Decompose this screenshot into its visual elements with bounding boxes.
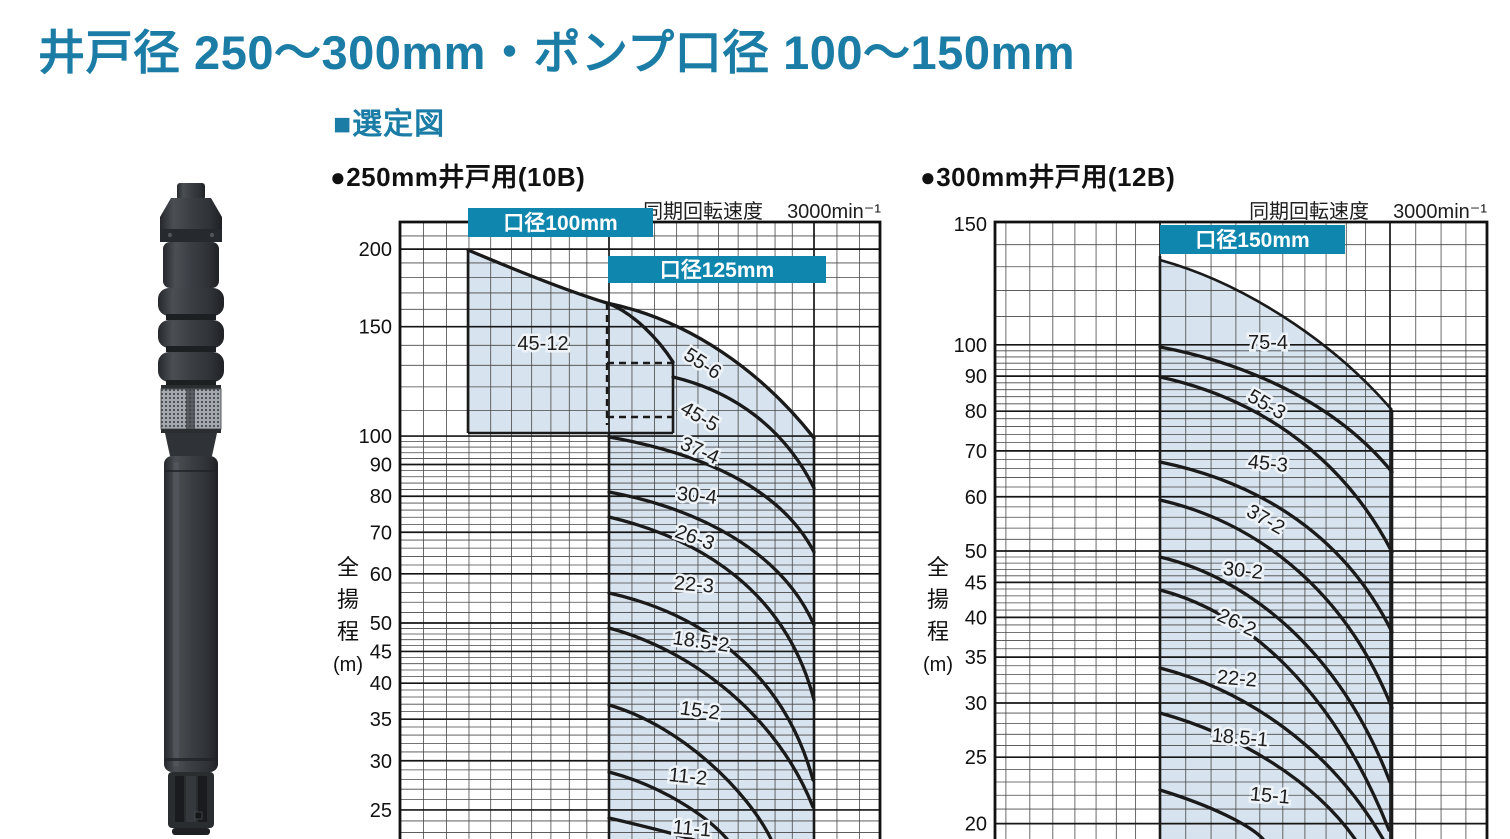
bore-label-box (468, 208, 653, 237)
pump-base (168, 772, 214, 835)
pump-curve (607, 816, 697, 839)
y-tick-label: 150 (954, 214, 987, 236)
y-tick-label: 90 (370, 454, 392, 476)
pump-curve (607, 515, 816, 702)
pump-strainer (160, 385, 222, 433)
y-tick-label: 30 (370, 751, 392, 773)
pump-discharge-head (160, 198, 222, 229)
pump-bowl-taper (165, 433, 217, 456)
y-axis-title-char: 程 (927, 619, 949, 644)
y-axis-title-char: 揚 (927, 587, 949, 612)
y-tick-label: 20 (965, 814, 987, 836)
bore-label-box (1160, 225, 1345, 254)
y-tick-label: 150 (359, 317, 392, 339)
speed-label: 同期回転速度 (643, 201, 764, 223)
y-tick-label: 60 (965, 487, 987, 509)
y-tick-label: 100 (359, 426, 392, 448)
curve-label: 30-4 (676, 483, 718, 509)
pump-collar (160, 229, 222, 242)
selection-chart-250mm: 45-12 55-645-537-430-426-322-318.5-215-21… (333, 208, 882, 839)
speed-value: 3000min⁻¹ (1393, 201, 1487, 223)
pump-curve (1158, 345, 1394, 474)
plot-border (993, 220, 1489, 839)
pump-curve (1158, 460, 1394, 634)
y-tick-label: 40 (370, 673, 392, 695)
curve-label: 22-3 (673, 572, 715, 597)
bore-label: 口径100mm (503, 211, 617, 235)
pump-curve (1158, 788, 1265, 839)
curve-label: 15-1 (1249, 783, 1291, 808)
y-tick-label: 45 (965, 572, 987, 594)
y-tick-label: 25 (965, 747, 987, 769)
pump-curve (1158, 666, 1385, 839)
y-tick-label: 70 (370, 522, 392, 544)
selection-chart-300mm: 75-455-345-337-230-226-222-218.5-115-1口径… (923, 214, 1489, 839)
pump-top-nub (177, 183, 205, 200)
pump-upper-casing (163, 242, 219, 288)
curve-label: 45-3 (1247, 451, 1289, 477)
pump-photo (158, 183, 224, 835)
pump-curve (607, 703, 773, 839)
curve-label: 11-1 (672, 816, 712, 839)
pump-curve (607, 435, 816, 554)
curve-label: 11-2 (668, 764, 709, 790)
y-tick-label: 60 (370, 564, 392, 586)
y-tick-label: 25 (370, 800, 392, 822)
y-tick-label: 35 (965, 647, 987, 669)
y-tick-label: 50 (370, 613, 392, 635)
bore-label-box (608, 256, 826, 283)
pump-motor (164, 456, 218, 772)
pump-curve (605, 301, 816, 440)
speed-label: 同期回転速度 (1249, 201, 1370, 223)
grid-minor (995, 222, 1487, 839)
grid-major (400, 222, 880, 839)
y-tick-label: 40 (965, 607, 987, 629)
pump-curve (607, 490, 816, 627)
y-axis-title-char: 全 (337, 555, 359, 580)
bore-label: 口径125mm (660, 258, 774, 282)
pump-stage-rings (158, 288, 224, 386)
y-axis-title-char: 全 (927, 555, 949, 580)
y-axis-unit: (m) (333, 654, 363, 676)
y-axis-unit: (m) (923, 654, 953, 676)
y-axis-title-char: 揚 (337, 587, 359, 612)
y-tick-label: 35 (370, 709, 392, 731)
pump-curve (1158, 498, 1394, 710)
y-tick-label: 200 (359, 239, 392, 261)
y-tick-label: 45 (370, 641, 392, 663)
curve-label: 75-4 (1248, 332, 1288, 354)
pump-curve (1158, 375, 1394, 554)
y-tick-label: 80 (965, 401, 987, 423)
pump-curve (671, 375, 816, 490)
speed-annotation-250mm: 同期回転速度 3000min⁻¹ (600, 195, 881, 224)
y-tick-label: 80 (370, 486, 392, 508)
curve-label: 22-2 (1216, 666, 1258, 691)
y-tick-label: 70 (965, 441, 987, 463)
shade-region (1160, 260, 1392, 839)
page-title: 井戸径 250〜300mm・ポンプ口径 100〜150mm (38, 26, 1076, 79)
curve-label: 45-12 (517, 333, 568, 355)
y-tick-label: 90 (965, 366, 987, 388)
y-tick-label: 50 (965, 541, 987, 563)
section-heading: ■選定図 (333, 108, 446, 141)
chart-title-250mm: ●250mm井戸用(10B) (330, 162, 586, 192)
pump-curve (1158, 711, 1357, 839)
pump-curve (1158, 588, 1391, 832)
pump-curve (1158, 555, 1392, 784)
chart-title-300mm: ●300mm井戸用(12B) (920, 162, 1176, 192)
curve-label: 30-2 (1222, 558, 1264, 584)
pump-curve (607, 591, 815, 782)
speed-annotation-300mm: 同期回転速度 3000min⁻¹ (1206, 195, 1487, 224)
bore-label: 口径150mm (1195, 228, 1309, 252)
pump-curve (466, 248, 675, 364)
y-axis-title-char: 程 (337, 619, 359, 644)
y-tick-label: 100 (954, 335, 987, 357)
pump-curve (607, 770, 729, 839)
y-tick-label: 30 (965, 693, 987, 715)
speed-value: 3000min⁻¹ (787, 201, 881, 223)
pump-curve (607, 626, 815, 809)
selection-region-boundary (1159, 258, 1393, 411)
